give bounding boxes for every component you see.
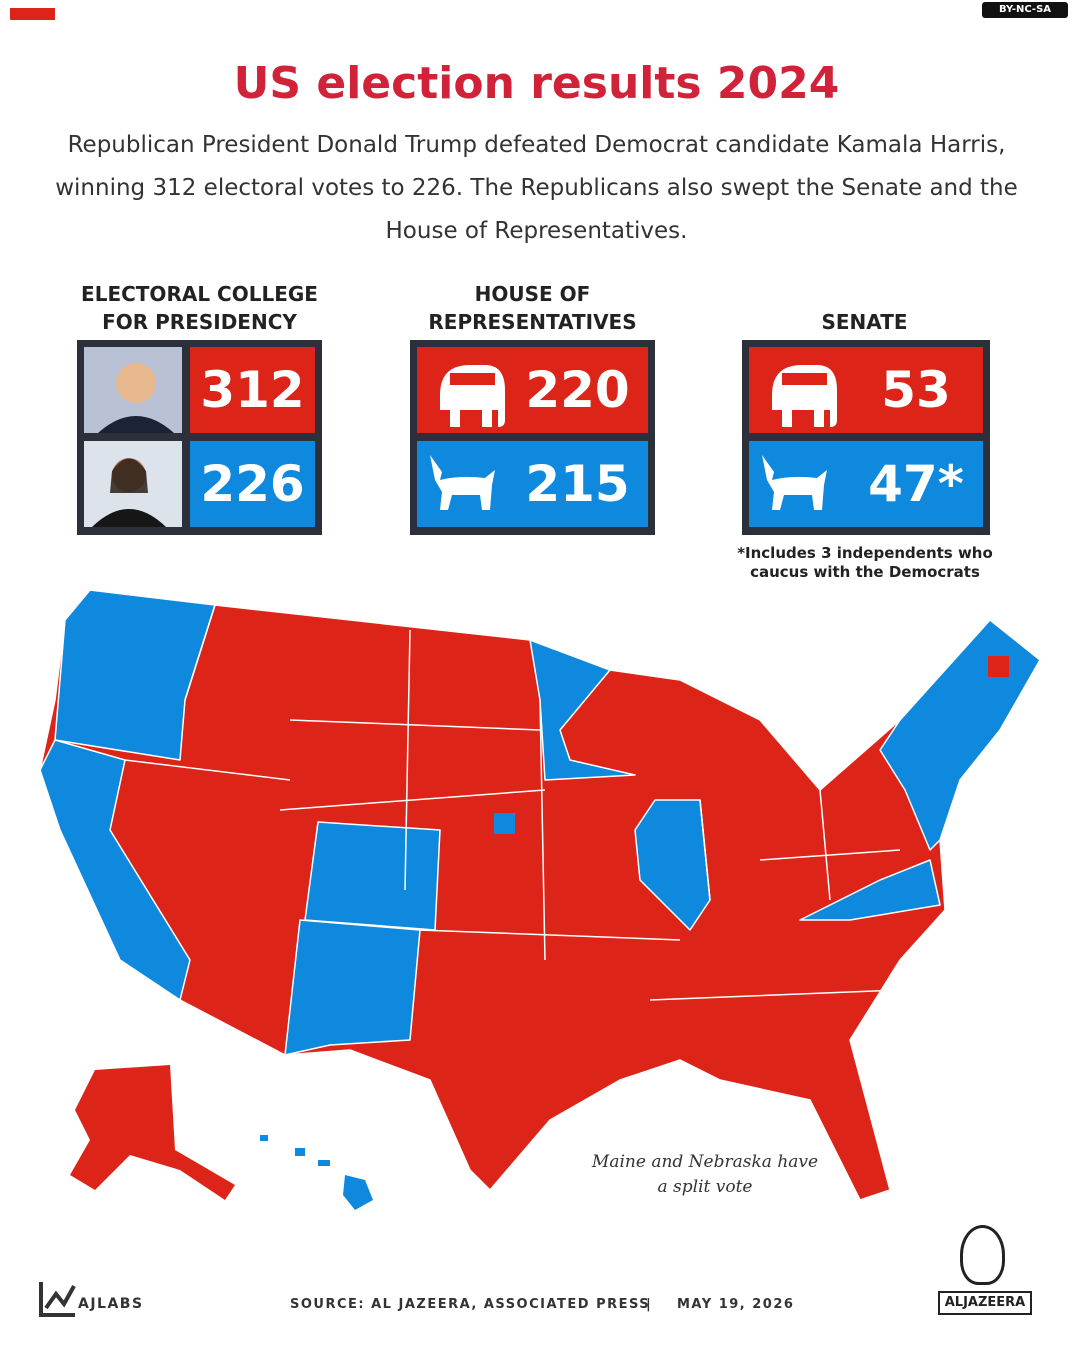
northeast (879, 619, 1041, 851)
elephant-band (10, 8, 55, 20)
separator: | (646, 1297, 653, 1312)
photo-art (84, 441, 182, 527)
democrat-count: 47* (749, 441, 983, 527)
subtitle: Republican President Donald Trump defeat… (55, 132, 1018, 244)
alaska (70, 1065, 235, 1200)
us-map (39, 589, 1041, 1210)
panel-title: ELECTORAL COLLEGE FOR PRESIDENCY (81, 282, 318, 334)
hair (110, 458, 148, 493)
elephant-icon (0, 0, 65, 62)
title: US election results 2024 (233, 58, 840, 109)
aljazeera-emblem (960, 1225, 1005, 1285)
map-note: Maine and Nebraska have a split vote (591, 1152, 819, 1197)
logo-line (39, 1282, 76, 1317)
date: MAY 19, 2026 (677, 1297, 795, 1312)
footnote: *Includes 3 independents who caucus with… (737, 544, 993, 581)
republican-count: 312 (190, 347, 315, 433)
trump-photo (84, 347, 182, 433)
ajlabs-logo (39, 1282, 76, 1317)
harris-photo (84, 441, 182, 527)
license-badge: BY-NC-SA (982, 2, 1068, 18)
face (116, 363, 156, 403)
democrat-count: 215 (417, 441, 648, 527)
states (39, 589, 1041, 1210)
republican-count: 53 (749, 347, 983, 433)
aljazeera-logo: ALJAZEERA (938, 1291, 1032, 1315)
colorado (304, 821, 441, 931)
donkey-icon (0, 5, 65, 60)
state-borders (124, 604, 901, 1001)
new-mexico (284, 919, 421, 1056)
panel-title: SENATE (821, 310, 908, 334)
elephant-body (0, 0, 65, 62)
maine-split (988, 656, 1009, 677)
panel-title: HOUSE OF REPRESENTATIVES (428, 282, 637, 334)
virginia (799, 859, 941, 921)
donkey-body (0, 5, 65, 60)
democrat-count: 226 (190, 441, 315, 527)
nebraska-split (494, 813, 515, 834)
brand: AJLABS (78, 1296, 144, 1312)
hawaii (260, 1135, 373, 1210)
photo-art (84, 347, 182, 433)
suit (92, 509, 166, 527)
panel: 53 47* (742, 340, 990, 535)
panel: 220 215 (410, 340, 655, 535)
republican-count: 220 (417, 347, 648, 433)
california (39, 739, 191, 1001)
suit (98, 416, 174, 433)
source: SOURCE: AL JAZEERA, ASSOCIATED PRESS (290, 1297, 651, 1312)
panel: 312 226 (77, 340, 322, 535)
